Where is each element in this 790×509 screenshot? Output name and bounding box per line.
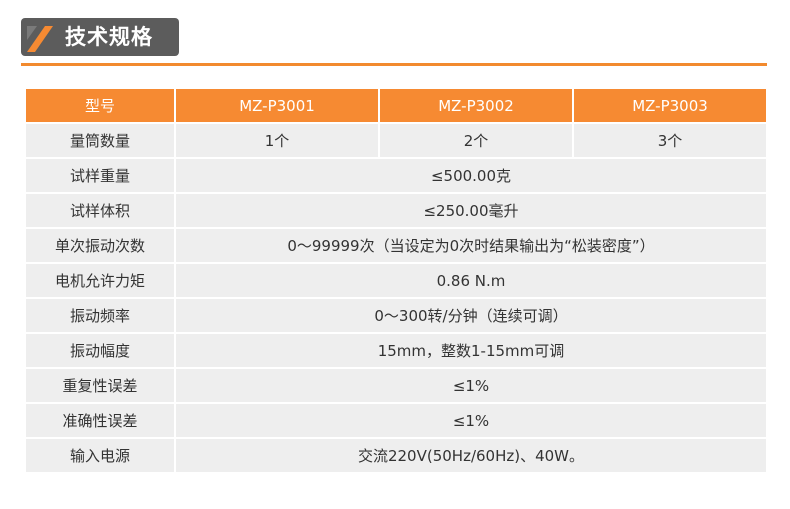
cell-value: ≤500.00克: [174, 157, 768, 194]
table-row: 单次振动次数 0～99999次（当设定为0次时结果输出为“松装密度”）: [24, 227, 768, 264]
row-label: 量筒数量: [24, 122, 176, 159]
row-label: 电机允许力矩: [24, 262, 176, 299]
section-banner: 技术规格: [21, 18, 179, 56]
cell-value: 15mm，整数1-15mm可调: [174, 332, 768, 369]
table-row: 振动幅度 15mm，整数1-15mm可调: [24, 332, 768, 369]
header-model-1: MZ-P3001: [174, 87, 380, 124]
row-label: 振动幅度: [24, 332, 176, 369]
cell-value: 3个: [572, 122, 768, 159]
table-row: 重复性误差 ≤1%: [24, 367, 768, 404]
row-label: 试样体积: [24, 192, 176, 229]
cell-value: ≤250.00毫升: [174, 192, 768, 229]
cell-value: 交流220V(50Hz/60Hz)、40W。: [174, 437, 768, 474]
header-model-2: MZ-P3002: [378, 87, 574, 124]
row-label: 重复性误差: [24, 367, 176, 404]
banner-accent-icon: [27, 26, 53, 52]
cell-value: 0.86 N.m: [174, 262, 768, 299]
cell-value: ≤1%: [174, 367, 768, 404]
table-row: 准确性误差 ≤1%: [24, 402, 768, 439]
table-row: 试样重量 ≤500.00克: [24, 157, 768, 194]
section-divider: [21, 63, 767, 66]
cell-value: 2个: [378, 122, 574, 159]
cell-value: 0～99999次（当设定为0次时结果输出为“松装密度”）: [174, 227, 768, 264]
header-model: 型号: [24, 87, 176, 124]
table-row: 振动频率 0～300转/分钟（连续可调）: [24, 297, 768, 334]
cell-value: 0～300转/分钟（连续可调）: [174, 297, 768, 334]
header-model-3: MZ-P3003: [572, 87, 768, 124]
table-row: 输入电源 交流220V(50Hz/60Hz)、40W。: [24, 437, 768, 474]
section-title: 技术规格: [65, 25, 153, 49]
table-row: 量筒数量 1个 2个 3个: [24, 122, 768, 159]
row-label: 输入电源: [24, 437, 176, 474]
table-header-row: 型号 MZ-P3001 MZ-P3002 MZ-P3003: [24, 87, 768, 124]
table-row: 电机允许力矩 0.86 N.m: [24, 262, 768, 299]
row-label: 单次振动次数: [24, 227, 176, 264]
spec-table: 型号 MZ-P3001 MZ-P3002 MZ-P3003 量筒数量 1个 2个…: [24, 87, 768, 474]
row-label: 准确性误差: [24, 402, 176, 439]
row-label: 试样重量: [24, 157, 176, 194]
row-label: 振动频率: [24, 297, 176, 334]
cell-value: ≤1%: [174, 402, 768, 439]
table-row: 试样体积 ≤250.00毫升: [24, 192, 768, 229]
cell-value: 1个: [174, 122, 380, 159]
